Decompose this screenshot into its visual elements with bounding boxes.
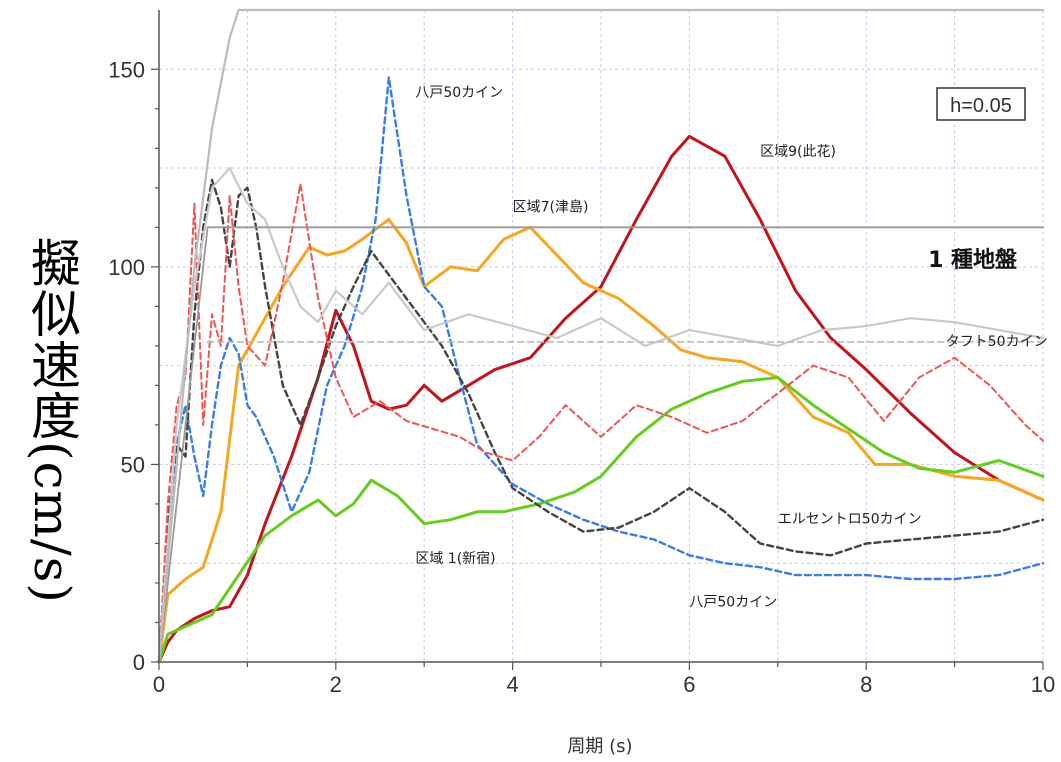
damping-box-frame xyxy=(936,87,1026,121)
axes xyxy=(151,10,1044,670)
series-line-1 xyxy=(157,217,1045,664)
x-tick-label: 8 xyxy=(860,672,872,697)
y-tick-label: 150 xyxy=(108,57,145,82)
damping-box: h=0.05 xyxy=(936,87,1026,121)
annotation-5: エルセントロ50カイン xyxy=(778,512,922,528)
y-tick-label: 0 xyxy=(133,650,145,675)
annotation-1: 区域9(此花) xyxy=(760,144,836,160)
series-line-5 xyxy=(158,182,1044,663)
x-tick-label: 6 xyxy=(683,672,695,697)
annotation-4: タフト50カイン xyxy=(946,334,1048,350)
series-line-4 xyxy=(157,178,1045,664)
y-tick-label: 50 xyxy=(121,452,145,477)
series-line-8 xyxy=(157,8,1045,664)
annotation-2: 区域7(津島) xyxy=(513,200,589,216)
x-tick-label: 0 xyxy=(153,672,165,697)
x-tick-label: 2 xyxy=(330,672,342,697)
damping-label: h=0.05 xyxy=(950,95,1012,117)
series-line-2 xyxy=(157,376,1045,664)
grid xyxy=(159,10,1044,662)
x-tick-label: 10 xyxy=(1031,672,1055,697)
x-axis-title: 周期 (s) xyxy=(567,736,632,757)
series-line-6 xyxy=(157,167,1045,664)
y-axis-title: 擬似速度(cm/s) xyxy=(22,185,82,655)
series-group xyxy=(157,8,1045,664)
x-tick-label: 4 xyxy=(506,672,518,697)
annotation-7: 八戸50カイン xyxy=(689,595,777,611)
series-line-0 xyxy=(157,134,1045,664)
annotation-3: 1 種地盤 xyxy=(928,247,1018,273)
series-line-7 xyxy=(158,226,1044,663)
y-axis-title-text: 擬似速度(cm/s) xyxy=(23,236,81,604)
y-tick-label: 100 xyxy=(108,255,145,280)
annotation-6: 区域 1(新宿) xyxy=(415,550,495,567)
annotation-0: 八戸50カイン xyxy=(415,85,503,101)
series-line-3 xyxy=(157,75,1045,664)
